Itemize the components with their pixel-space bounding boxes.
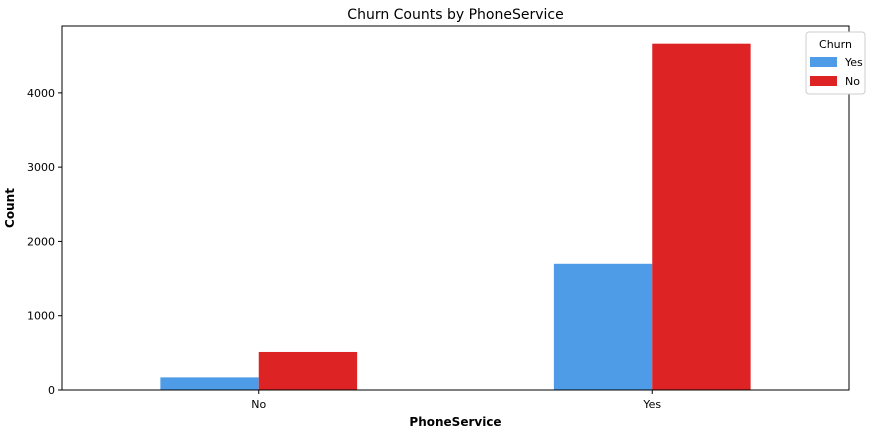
bar-no-yes — [652, 43, 751, 391]
bars-group — [160, 43, 751, 391]
legend-swatch-yes — [810, 57, 837, 67]
legend-swatch-no — [810, 76, 837, 86]
plot-area — [61, 25, 850, 391]
legend-label-yes: Yes — [844, 56, 863, 69]
y-axis: 0 1000 2000 3000 4000 — [27, 87, 62, 397]
plot-frame — [61, 25, 850, 391]
y-tick-label: 4000 — [27, 87, 55, 100]
bar-yes-no — [160, 377, 259, 390]
y-tick-label: 1000 — [27, 310, 55, 323]
legend-label-no: No — [845, 75, 860, 88]
y-axis-label: Count — [3, 188, 17, 228]
x-axis-label: PhoneService — [409, 415, 501, 429]
y-tick-label: 0 — [48, 384, 55, 397]
legend: Churn Yes No — [805, 31, 866, 95]
y-tick-label: 3000 — [27, 161, 55, 174]
bar-yes-yes — [553, 263, 653, 390]
chart-title: Churn Counts by PhoneService — [347, 7, 563, 23]
y-tick-label: 2000 — [27, 235, 55, 248]
x-tick-label: Yes — [642, 398, 661, 411]
x-tick-label: No — [251, 398, 266, 411]
bar-no-no — [258, 351, 358, 390]
legend-title: Churn — [819, 38, 852, 51]
x-axis: No Yes — [251, 390, 661, 411]
